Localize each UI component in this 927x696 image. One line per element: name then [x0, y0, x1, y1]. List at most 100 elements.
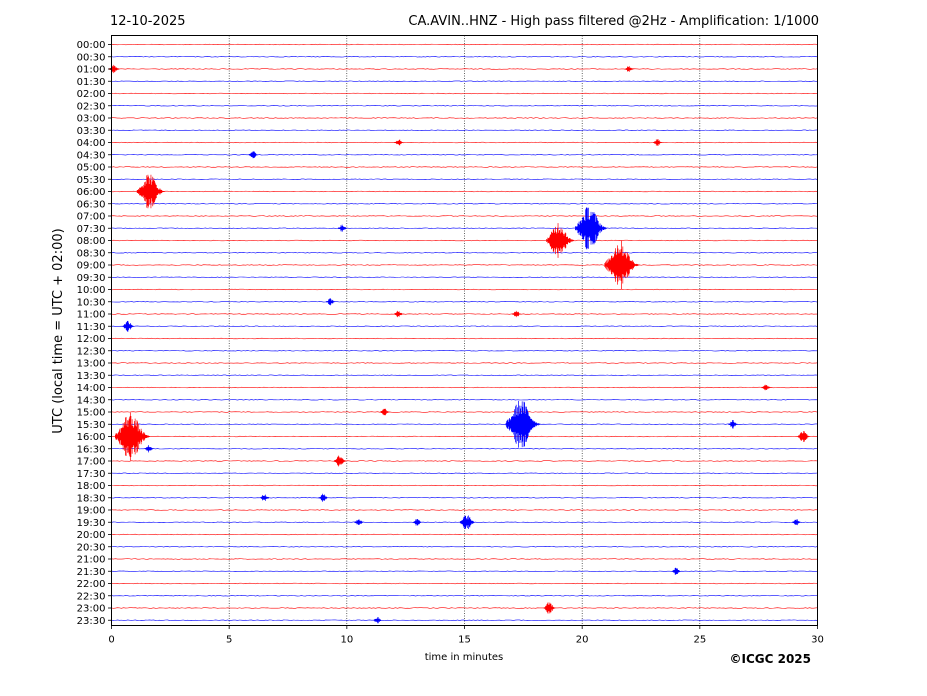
- seismic-event: [136, 174, 166, 209]
- seismic-event: [325, 298, 337, 306]
- y-tick-label: 22:00: [77, 579, 106, 590]
- trace-line: [111, 386, 818, 389]
- trace-line: [111, 460, 818, 462]
- trace-line: [111, 227, 818, 229]
- seismic-event: [373, 617, 383, 624]
- y-tick-label: 08:30: [77, 248, 106, 259]
- trace-line: [111, 497, 818, 499]
- trace-line: [111, 325, 818, 327]
- y-tick-label: 12:30: [77, 346, 106, 357]
- trace-line: [111, 80, 818, 82]
- y-tick-label: 11:00: [77, 310, 106, 321]
- seismic-event: [259, 494, 271, 501]
- grid-lines: [228, 35, 701, 626]
- trace-line: [111, 129, 818, 131]
- trace-line: [111, 423, 818, 425]
- trace-line: [111, 301, 818, 303]
- seismic-event: [144, 445, 155, 453]
- y-tick-label: 16:30: [77, 444, 106, 455]
- seismic-event: [114, 412, 150, 461]
- y-tick-label: 12:00: [77, 334, 106, 345]
- y-tick-label: 13:30: [77, 371, 106, 382]
- trace-line: [111, 595, 818, 597]
- trace-line: [111, 190, 818, 193]
- trace-line: [111, 411, 818, 413]
- y-tick-label: 00:30: [77, 52, 106, 63]
- seismic-event: [791, 519, 803, 526]
- seismic-event: [318, 493, 330, 502]
- seismic-event: [334, 455, 347, 467]
- chart-title: CA.AVIN..HNZ - High pass filtered @2Hz -…: [408, 14, 819, 29]
- y-tick-label: 07:00: [77, 212, 106, 223]
- y-tick-label: 19:30: [77, 518, 106, 529]
- trace-line: [111, 105, 818, 107]
- y-tick-label: 20:00: [77, 530, 106, 541]
- trace-line: [111, 533, 818, 536]
- seismic-event: [412, 518, 424, 526]
- y-tick-label: 09:00: [77, 261, 106, 272]
- trace-line: [111, 374, 818, 376]
- y-tick-label: 23:00: [77, 604, 106, 615]
- trace-line: [111, 350, 818, 352]
- seismic-event: [546, 223, 574, 258]
- x-tick-label: 30: [811, 635, 824, 646]
- trace-line: [111, 252, 818, 254]
- seismic-event: [761, 384, 772, 391]
- y-axis-label: UTC (local time = UTC + 02:00): [51, 228, 66, 433]
- seismic-event: [797, 431, 811, 442]
- y-tick-label: 18:00: [77, 481, 106, 492]
- seismic-event: [727, 419, 739, 429]
- seismic-event: [652, 139, 664, 146]
- y-tick-label: 11:30: [77, 322, 106, 333]
- y-tick-label: 01:30: [77, 77, 106, 88]
- x-axis-label: time in minutes: [425, 652, 504, 663]
- y-tick-label: 14:00: [77, 383, 106, 394]
- x-axis-ticks: 0 5 10 15 20 25 30: [108, 625, 824, 646]
- seismic-event: [624, 66, 635, 72]
- seismic-event: [505, 400, 541, 448]
- chart-date: 12-10-2025: [110, 14, 186, 29]
- x-tick-label: 15: [458, 635, 471, 646]
- y-tick-label: 04:30: [77, 150, 106, 161]
- y-tick-label: 03:30: [77, 126, 106, 137]
- y-tick-label: 06:00: [77, 187, 106, 198]
- seismic-event: [394, 310, 405, 318]
- y-tick-label: 14:30: [77, 395, 106, 406]
- trace-line: [111, 117, 818, 119]
- seismic-event: [379, 408, 391, 416]
- copyright-label: ©ICGC 2025: [729, 652, 811, 666]
- x-tick-label: 10: [340, 635, 353, 646]
- trace-line: [111, 178, 818, 180]
- x-tick-label: 5: [226, 635, 232, 646]
- trace-line: [111, 509, 818, 511]
- y-tick-label: 16:00: [77, 432, 106, 443]
- y-tick-label: 02:30: [77, 101, 106, 112]
- trace-line: [111, 558, 818, 560]
- trace-line: [111, 203, 818, 205]
- trace-line: [111, 92, 818, 95]
- y-tick-label: 17:30: [77, 469, 106, 480]
- y-tick-label: 09:30: [77, 273, 106, 284]
- trace-line: [111, 43, 818, 46]
- seismic-event: [671, 567, 683, 575]
- trace-line: [111, 264, 818, 266]
- seismic-event: [511, 310, 523, 318]
- y-tick-label: 01:00: [77, 65, 106, 76]
- trace-line: [111, 215, 818, 217]
- y-tick-label: 03:00: [77, 114, 106, 125]
- x-tick-label: 20: [576, 635, 589, 646]
- y-tick-label: 18:30: [77, 493, 106, 504]
- seismic-event: [604, 240, 640, 290]
- y-tick-label: 06:30: [77, 199, 106, 210]
- y-tick-label: 08:00: [77, 236, 106, 247]
- y-tick-label: 15:30: [77, 420, 106, 431]
- x-tick-label: 25: [693, 635, 706, 646]
- seismic-event: [337, 224, 348, 232]
- trace-line: [111, 166, 818, 168]
- trace-line: [111, 141, 818, 144]
- y-tick-label: 10:30: [77, 297, 106, 308]
- trace-line: [111, 337, 818, 340]
- y-tick-label: 23:30: [77, 616, 106, 627]
